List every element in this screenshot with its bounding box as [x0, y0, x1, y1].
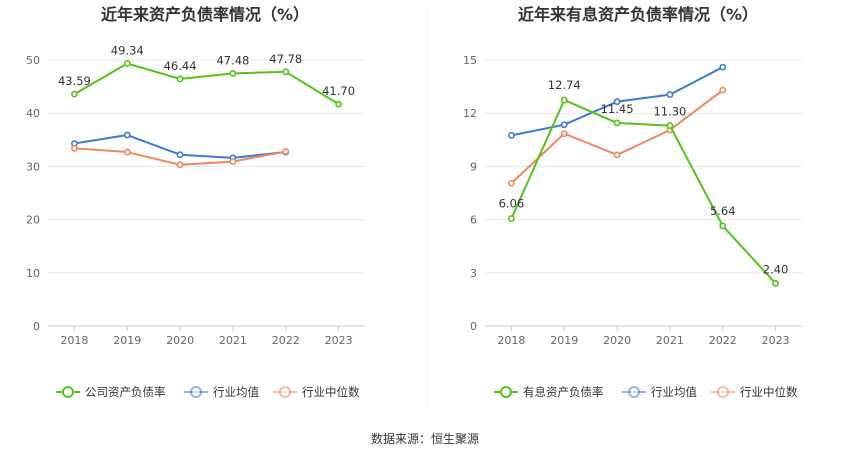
data-point: [282, 148, 290, 155]
legend-swatch-marker: [500, 386, 512, 398]
y-tick-label: 40: [26, 107, 40, 120]
legend-item: 行业均值: [184, 385, 259, 399]
chart-1: 近年来资产负债率情况（%） 0 10 20 30 40 50 2018 2019 2020 2021…: [26, 5, 365, 399]
y-tick-label: 9: [470, 160, 477, 173]
data-label: 11.30: [653, 105, 686, 119]
data-point: [613, 98, 621, 106]
data-point: [229, 70, 237, 77]
x-tick-label: 2018: [60, 334, 88, 347]
y-tick-label: 10: [26, 267, 40, 280]
legend-label: 行业中位数: [740, 385, 798, 399]
data-point: [71, 90, 78, 98]
chart-title: 近年来资产负债率情况（%）: [101, 5, 309, 24]
data-point: [282, 68, 290, 76]
data-point: [560, 121, 568, 129]
legend-swatch-marker: [628, 386, 640, 398]
data-label: 11.45: [601, 102, 634, 116]
data-point: [71, 144, 78, 152]
data-point: [176, 75, 184, 83]
data-point: [719, 222, 727, 230]
data-label: 5.64: [710, 204, 736, 218]
legend-label: 行业中位数: [302, 385, 360, 399]
data-point: [719, 86, 727, 94]
y-tick-label: 0: [470, 320, 477, 333]
x-tick-label: 2019: [550, 334, 578, 347]
data-label: 47.48: [216, 53, 249, 67]
data-label: 12.74: [548, 78, 581, 92]
y-tick-label: 3: [470, 267, 477, 280]
legend-item: 公司资产负债率: [56, 385, 166, 399]
data-point: [508, 131, 515, 139]
data-point: [560, 96, 568, 104]
y-tick-label: 50: [26, 54, 40, 67]
chart-2: 近年来有息资产负债率情况（%） 0 3 6 9 12 15 2018 2019 2020 2021 2…: [463, 5, 802, 399]
data-label: 41.70: [322, 84, 355, 98]
legend-label: 行业均值: [651, 385, 697, 399]
x-tick-label: 2021: [656, 334, 684, 347]
data-label: 2.40: [763, 262, 789, 276]
x-tick-label: 2022: [709, 334, 737, 347]
legend-item: 行业均值: [622, 385, 697, 399]
y-tick-label: 0: [33, 320, 40, 333]
x-tick-label: 2019: [113, 334, 141, 347]
x-tick-label: 2018: [497, 334, 525, 347]
data-point: [335, 100, 342, 108]
y-tick-label: 6: [470, 214, 477, 227]
data-point: [772, 280, 779, 287]
series-line: [510, 99, 777, 285]
data-point: [176, 161, 184, 169]
legend-item: 行业中位数: [711, 385, 798, 399]
legend-swatch-marker: [717, 386, 729, 398]
data-point: [613, 119, 621, 127]
data-point: [666, 122, 674, 130]
x-tick-label: 2020: [166, 334, 194, 347]
y-tick-label: 30: [26, 160, 40, 173]
data-point: [123, 148, 131, 156]
legend-label: 公司资产负债率: [85, 385, 166, 399]
data-point: [229, 158, 237, 166]
x-tick-label: 2021: [219, 334, 247, 347]
y-tick-label: 15: [463, 54, 477, 67]
legend-label: 有息资产负债率: [523, 385, 604, 399]
data-source-footer: 数据来源：恒生聚源: [371, 431, 479, 446]
chart-title: 近年来有息资产负债率情况（%）: [518, 5, 758, 24]
data-point: [123, 60, 131, 67]
data-point: [613, 151, 621, 159]
x-tick-label: 2023: [325, 334, 353, 347]
x-tick-label: 2020: [603, 334, 631, 347]
y-tick-label: 20: [26, 214, 40, 227]
data-point: [123, 131, 131, 139]
data-point: [508, 179, 515, 187]
data-point: [508, 215, 515, 222]
legend-item: 行业中位数: [273, 385, 360, 399]
series-line: [73, 62, 340, 106]
legend-item: 有息资产负债率: [494, 385, 604, 399]
legend-swatch-marker: [279, 386, 291, 398]
data-point: [719, 63, 727, 71]
x-tick-label: 2022: [272, 334, 300, 347]
data-label: 6.06: [499, 197, 525, 211]
data-point: [176, 151, 184, 159]
data-point: [560, 130, 568, 137]
legend-label: 行业均值: [213, 385, 259, 399]
data-label: 46.44: [164, 59, 197, 73]
data-label: 43.59: [58, 74, 91, 88]
y-tick-label: 12: [463, 107, 477, 120]
legend-swatch-marker: [62, 386, 74, 398]
data-label: 49.34: [111, 44, 144, 58]
x-tick-label: 2023: [762, 334, 790, 347]
legend-swatch-marker: [190, 386, 202, 398]
data-label: 47.78: [269, 52, 302, 66]
data-point: [666, 91, 674, 98]
